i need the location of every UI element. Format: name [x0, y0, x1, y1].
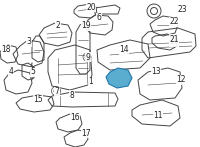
Text: 11: 11 [153, 111, 163, 120]
Text: 4: 4 [9, 67, 13, 76]
Text: 23: 23 [177, 5, 187, 15]
Text: 18: 18 [1, 46, 11, 55]
Text: 14: 14 [119, 46, 129, 55]
Text: 5: 5 [31, 67, 35, 76]
Text: 17: 17 [81, 128, 91, 137]
Polygon shape [106, 68, 132, 88]
Text: 12: 12 [176, 76, 186, 85]
Text: 16: 16 [70, 113, 80, 122]
Text: 10: 10 [169, 37, 179, 46]
Text: 8: 8 [70, 91, 74, 100]
Text: 1: 1 [89, 77, 93, 86]
Text: 19: 19 [81, 21, 91, 30]
Text: 13: 13 [151, 67, 161, 76]
Text: 22: 22 [169, 17, 179, 26]
Text: 7: 7 [55, 87, 59, 96]
Text: 20: 20 [86, 2, 96, 11]
Text: 9: 9 [86, 52, 90, 61]
Text: 2: 2 [56, 21, 60, 30]
Text: 6: 6 [97, 14, 101, 22]
Text: 21: 21 [169, 35, 179, 44]
Text: 3: 3 [27, 37, 31, 46]
Text: 15: 15 [33, 96, 43, 105]
